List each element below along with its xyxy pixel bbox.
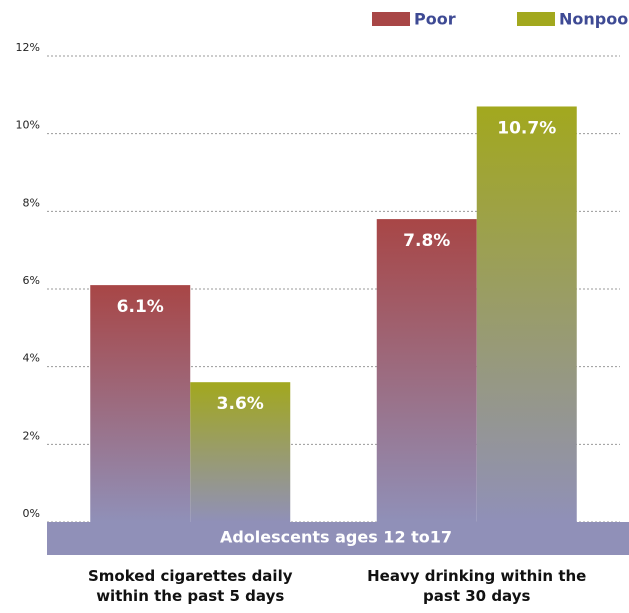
x-tick-label: Smoked cigarettes daily within the past … [88,567,293,605]
legend-swatch [372,12,410,26]
data-label: 6.1% [117,297,164,317]
y-tick-label: 8% [23,196,40,209]
legend-label: Poor [414,10,456,29]
bar [90,285,191,522]
x-tick-label: Heavy drinking within the past 30 days [367,567,587,605]
annotation: Adolescents ages 12 to17 [220,528,452,547]
legend-swatch [517,12,555,26]
y-tick-label: 12% [16,41,40,54]
data-label: 3.6% [217,394,264,414]
bar [190,382,291,522]
y-tick-label: 6% [23,274,40,287]
data-label: 7.8% [403,231,450,251]
legend-label: Nonpoor [559,10,629,29]
bar [376,219,477,522]
y-tick-label: 10% [16,119,40,132]
y-tick-label: 0% [23,507,40,520]
axis-band [47,522,629,555]
y-tick-label: 4% [23,352,40,365]
data-label: 10.7% [497,118,556,138]
y-tick-label: 2% [23,429,40,442]
bar [476,106,577,522]
